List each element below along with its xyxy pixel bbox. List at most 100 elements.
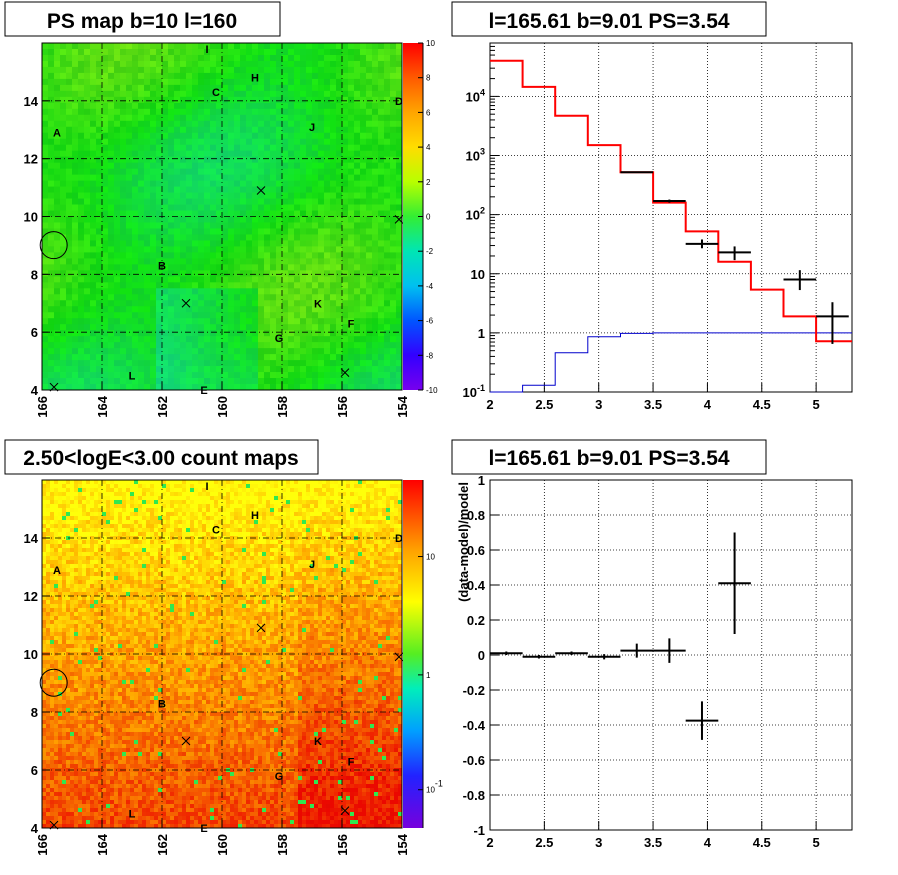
heatmap-cell: [132, 132, 139, 140]
heatmap-cell: [98, 532, 103, 537]
heatmap-cell: [132, 60, 139, 68]
heatmap-cell: [66, 756, 71, 761]
heatmap-cell: [156, 222, 163, 229]
heatmap-cell: [348, 276, 355, 283]
heatmap-cell: [198, 240, 205, 247]
heatmap-cell: [216, 348, 223, 355]
heatmap-cell: [342, 312, 349, 319]
heatmap-cell: [94, 708, 99, 713]
heatmap-cell: [54, 800, 59, 805]
heatmap-cell: [240, 222, 247, 229]
heatmap-cell: [96, 204, 103, 211]
heatmap-cell: [384, 162, 391, 170]
heatmap-cell: [324, 174, 331, 181]
heatmap-cell: [82, 712, 87, 717]
heatmap-cell: [378, 216, 385, 223]
heatmap-cell: [84, 324, 91, 331]
heatmap-cell: [84, 168, 91, 176]
heatmap-cell: [384, 72, 391, 80]
cross-marker: [394, 215, 404, 224]
heatmap-cell: [82, 656, 87, 661]
heatmap-cell: [126, 312, 133, 319]
heatmap-cell: [90, 540, 95, 545]
heatmap-cell: [70, 684, 75, 689]
heatmap-cell: [82, 728, 87, 733]
heatmap-cell: [46, 512, 51, 517]
heatmap-cell: [78, 114, 85, 122]
source-label: G: [275, 333, 284, 345]
heatmap-cell: [180, 234, 187, 241]
heatmap-cell: [132, 270, 139, 277]
heatmap-cell: [90, 120, 97, 128]
heatmap-cell: [246, 60, 253, 68]
heatmap-cell: [54, 696, 59, 701]
heatmap-cell: [168, 48, 175, 56]
heatmap-cell: [66, 556, 71, 561]
heatmap-cell: [74, 564, 79, 569]
heatmap-cell: [90, 684, 95, 689]
heatmap-cell: [54, 668, 59, 673]
heatmap-cell: [58, 752, 63, 757]
heatmap-cell: [62, 632, 67, 637]
heatmap-cell: [86, 588, 91, 593]
heatmap-cell: [132, 240, 139, 247]
heatmap-cell: [50, 744, 55, 749]
heatmap-cell: [132, 348, 139, 355]
heatmap-cell: [192, 150, 199, 158]
heatmap-cell: [78, 648, 83, 653]
heatmap-cell: [396, 336, 403, 343]
heatmap-cell: [348, 228, 355, 235]
heatmap-cell: [102, 132, 109, 140]
heatmap-cell: [162, 48, 169, 56]
heatmap-cell: [330, 372, 337, 379]
heatmap-cell: [258, 198, 265, 205]
heatmap-cell: [70, 748, 75, 753]
heatmap-cell: [114, 312, 121, 319]
heatmap-cell: [228, 114, 235, 122]
heatmap-cell: [70, 776, 75, 781]
heatmap-cell: [354, 216, 361, 223]
heatmap-cell: [330, 84, 337, 92]
heatmap-cell: [390, 72, 397, 80]
heatmap-cell: [396, 144, 403, 152]
heatmap-cell: [390, 318, 397, 325]
heatmap-cell: [222, 300, 229, 307]
heatmap-cell: [90, 624, 95, 629]
heatmap-cell: [108, 366, 115, 373]
heatmap-cell: [246, 114, 253, 122]
heatmap-cell: [168, 276, 175, 283]
heatmap-cell: [70, 756, 75, 761]
heatmap-cell: [74, 624, 79, 629]
heatmap-cell: [90, 276, 97, 283]
heatmap-cell: [54, 596, 59, 601]
heatmap-cell: [102, 234, 109, 241]
heatmap-cell: [120, 384, 127, 391]
heatmap-cell: [82, 760, 87, 765]
heatmap-cell: [168, 222, 175, 229]
heatmap-cell: [54, 740, 59, 745]
heatmap-cell: [70, 612, 75, 617]
heatmap-cell: [384, 216, 391, 223]
heatmap-cell: [264, 162, 271, 170]
heatmap-cell: [42, 294, 49, 301]
heatmap-cell: [126, 144, 133, 152]
heatmap-cell: [192, 288, 199, 295]
heatmap-cell: [48, 378, 55, 385]
heatmap-cell: [396, 204, 403, 211]
heatmap-cell: [174, 108, 181, 116]
heatmap-cell: [54, 162, 61, 170]
heatmap-cell: [66, 84, 73, 92]
heatmap-cell: [234, 48, 241, 56]
heatmap-cell: [210, 120, 217, 128]
heatmap-cell: [108, 348, 115, 355]
heatmap-cell: [216, 288, 223, 295]
heatmap-cell: [270, 258, 277, 265]
heatmap-cell: [72, 198, 79, 205]
heatmap-cell: [86, 592, 91, 597]
heatmap-cell: [228, 312, 235, 319]
heatmap-cell: [396, 270, 403, 277]
heatmap-cell: [396, 288, 403, 295]
heatmap-cell: [46, 820, 51, 825]
heatmap-cell: [70, 784, 75, 789]
